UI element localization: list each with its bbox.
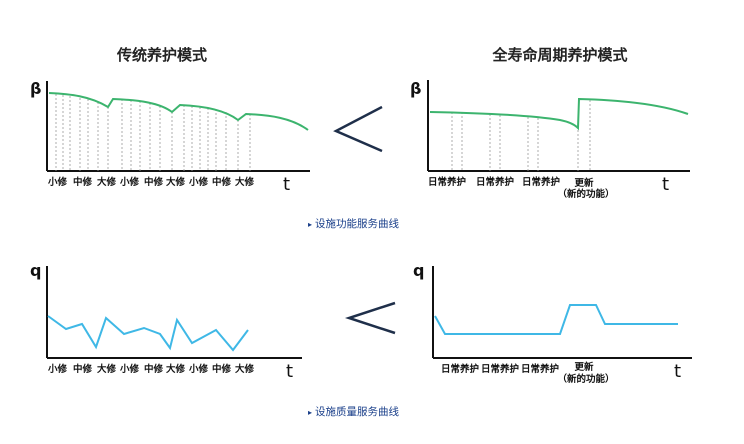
x-label: 大修: [166, 176, 186, 188]
renew-label: 更新: [574, 177, 594, 189]
x-label: 小修: [119, 363, 140, 375]
x-label: 大修: [97, 363, 117, 375]
x-label: 小修: [188, 176, 209, 188]
bottom-left-quality-curve: [47, 315, 249, 352]
top-caption: ▸ 设施功能服务曲线: [308, 217, 399, 230]
top-right-function-curve: [429, 97, 689, 131]
arrow-bullet-icon: ▸: [308, 220, 312, 229]
top-right-y-symbol: β: [410, 79, 421, 98]
top-left-x-symbol: t: [283, 174, 290, 195]
x-label: 日常养护: [481, 363, 519, 375]
bottom-right-y-symbol: q: [413, 261, 424, 280]
x-label: 日常养护: [441, 363, 479, 375]
top-left-y-symbol: β: [30, 79, 41, 98]
top-right-x-labels: 日常养护 日常养护 日常养护 更新 （新的功能）: [428, 176, 615, 200]
x-label: 大修: [235, 176, 255, 188]
top-caption-text: 设施功能服务曲线: [315, 217, 399, 230]
renew-sub-label: （新的功能）: [557, 373, 614, 385]
x-label: 日常养护: [521, 363, 559, 375]
top-right-title: 全寿命周期养护模式: [491, 46, 627, 64]
renew-label: 更新: [574, 361, 594, 373]
bottom-left-x-symbol: t: [286, 361, 293, 382]
x-label: 中修: [73, 176, 93, 188]
top-left-dashed-guides: [55, 94, 251, 171]
top-comparison-symbol: [333, 105, 383, 153]
bottom-right-x-symbol: t: [674, 361, 681, 382]
x-label: 中修: [212, 176, 232, 188]
bottom-left-panel: q 小修 中修 大修 小修 中修 大修 小修 中修 大修 t: [30, 261, 302, 382]
bottom-right-x-labels: 日常养护 日常养护 日常养护 更新 （新的功能）: [441, 361, 615, 385]
x-label: 中修: [144, 176, 164, 188]
x-label: 小修: [47, 176, 68, 188]
x-label: 大修: [235, 363, 255, 375]
x-label: 日常养护: [522, 176, 560, 188]
x-label: 小修: [47, 363, 68, 375]
x-label: 大修: [97, 176, 117, 188]
arrow-bullet-icon: ▸: [308, 408, 312, 417]
bottom-left-x-labels: 小修 中修 大修 小修 中修 大修 小修 中修 大修: [47, 363, 255, 375]
bottom-caption: ▸ 设施质量服务曲线: [308, 405, 399, 418]
x-label: 小修: [119, 176, 140, 188]
bottom-caption-text: 设施质量服务曲线: [315, 405, 399, 418]
top-left-function-curve: [48, 92, 309, 131]
top-right-x-symbol: t: [662, 174, 669, 195]
top-left-panel: 传统养护模式 β 小修: [30, 46, 310, 195]
x-label: 中修: [144, 363, 164, 375]
bottom-right-panel: q 日常养护 日常养护 日常养护 更新 （新的功能） t: [413, 261, 692, 385]
x-label: 日常养护: [428, 176, 466, 188]
x-label: 小修: [188, 363, 209, 375]
top-right-dashed-guides: [451, 100, 591, 171]
bottom-left-y-symbol: q: [30, 261, 41, 280]
top-left-x-labels: 小修 中修 大修 小修 中修 大修 小修 中修 大修: [47, 176, 255, 188]
top-right-panel: 全寿命周期养护模式 β 日常养护 日常养护 日常养护 更新 （新的功能） t: [410, 46, 690, 200]
bottom-right-quality-curve: [434, 304, 678, 335]
renew-sub-label: （新的功能）: [557, 188, 614, 200]
x-label: 大修: [166, 363, 186, 375]
bottom-comparison-symbol: [344, 301, 396, 335]
x-label: 中修: [73, 363, 93, 375]
x-label: 日常养护: [476, 176, 514, 188]
top-left-title: 传统养护模式: [116, 46, 207, 64]
x-label: 中修: [212, 363, 232, 375]
